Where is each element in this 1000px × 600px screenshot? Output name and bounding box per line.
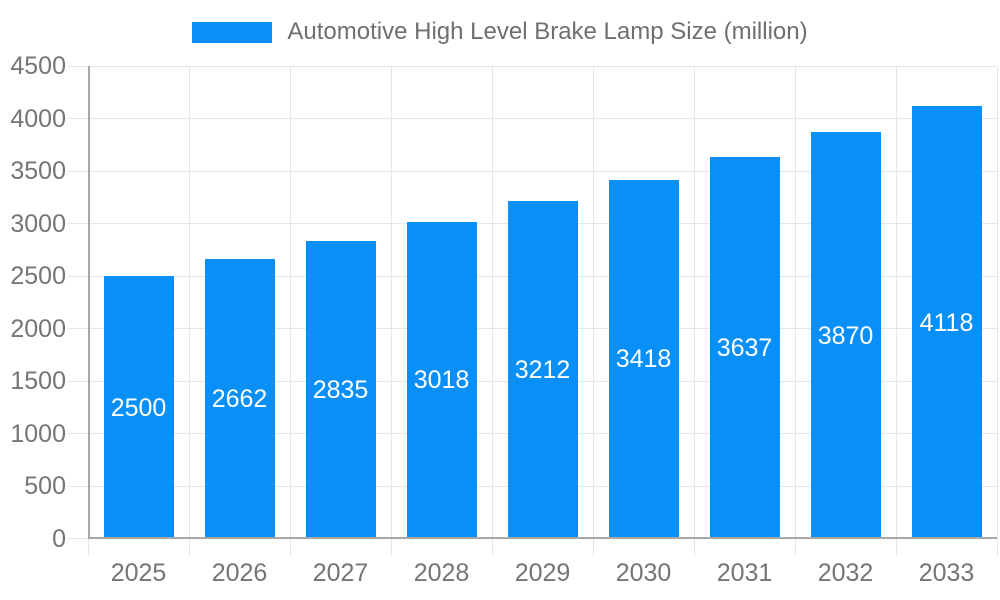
bar-2027[interactable] — [305, 241, 376, 539]
gridline-vertical-6 — [693, 66, 695, 556]
x-axis-label-2026: 2026 — [211, 559, 268, 587]
y-axis-label-4500: 4500 — [10, 52, 66, 80]
gridline-vertical-2 — [289, 66, 291, 556]
chart-legend[interactable]: Automotive High Level Brake Lamp Size (m… — [0, 18, 1000, 45]
x-axis-label-2027: 2027 — [312, 559, 369, 587]
bar-2028[interactable] — [406, 221, 477, 539]
bar-2030[interactable] — [608, 179, 679, 539]
bar-value-label-2032: 3870 — [817, 321, 874, 350]
gridline-horizontal-3500 — [68, 170, 997, 172]
y-axis-label-2000: 2000 — [10, 314, 66, 343]
bar-value-label-2027: 2835 — [312, 376, 369, 404]
bar-2033[interactable] — [911, 106, 982, 539]
bar-2025[interactable] — [103, 276, 174, 539]
y-axis-label-0: 0 — [52, 525, 66, 553]
bar-2026[interactable] — [204, 259, 275, 539]
bar-value-label-2033: 4118 — [919, 308, 974, 337]
y-axis-label-3000: 3000 — [10, 209, 66, 238]
y-axis-tick-0 — [68, 538, 88, 539]
y-axis-label-3500: 3500 — [10, 157, 66, 186]
bar-2032[interactable] — [810, 132, 881, 539]
x-axis-label-2025: 2025 — [110, 559, 167, 587]
bar-2029[interactable] — [507, 201, 578, 539]
y-axis-label-2500: 2500 — [10, 262, 66, 291]
y-axis-line — [88, 66, 90, 539]
x-axis-label-2030: 2030 — [615, 559, 672, 587]
x-axis-label-2033: 2033 — [918, 559, 975, 587]
gridline-horizontal-4000 — [68, 118, 997, 120]
y-axis-label-500: 500 — [24, 472, 66, 501]
bar-value-label-2028: 3018 — [413, 366, 470, 395]
legend-swatch — [192, 21, 273, 43]
x-axis-label-2028: 2028 — [413, 559, 470, 587]
x-axis-tick-0 — [88, 539, 89, 556]
gridline-vertical-8 — [895, 66, 897, 556]
x-axis-label-2032: 2032 — [817, 559, 874, 587]
bar-2031[interactable] — [709, 156, 780, 539]
legend-label: Automotive High Level Brake Lamp Size (m… — [287, 18, 808, 45]
plot-area: 0 500 1000 1500 2000 2500 3000 3500 4000 4500 2500… — [10, 53, 998, 586]
bar-value-label-2026: 2662 — [211, 385, 268, 414]
bar-value-label-2025: 2500 — [110, 393, 167, 422]
gridline-horizontal-4500 — [68, 65, 997, 67]
x-axis-label-2029: 2029 — [514, 559, 571, 587]
bar-value-label-2031: 3637 — [716, 333, 773, 362]
x-axis-line — [88, 537, 997, 539]
y-axis-label-1000: 1000 — [10, 419, 66, 448]
x-axis-label-2031: 2031 — [716, 559, 773, 587]
bar-value-label-2030: 3418 — [615, 345, 672, 374]
bar-value-label-2029: 3212 — [514, 356, 571, 385]
gridline-vertical-7 — [794, 66, 796, 556]
y-axis-label-4000: 4000 — [10, 104, 66, 133]
gridline-vertical-5 — [592, 66, 594, 556]
gridline-vertical-1 — [188, 66, 190, 556]
gridline-vertical-3 — [390, 66, 392, 556]
gridline-vertical-4 — [491, 66, 493, 556]
gridline-vertical-9 — [996, 66, 998, 556]
y-axis-label-1500: 1500 — [10, 367, 66, 396]
